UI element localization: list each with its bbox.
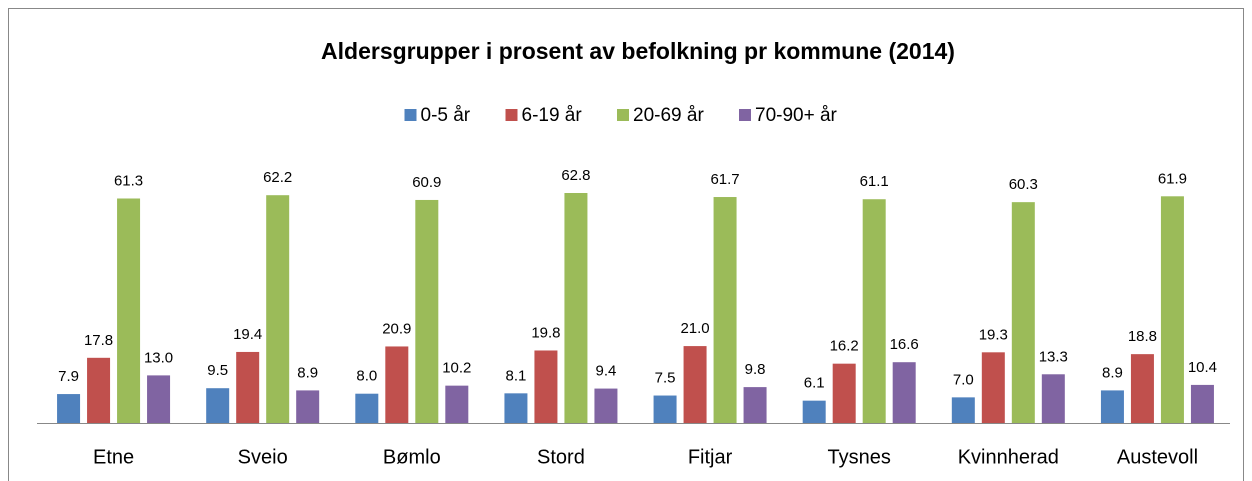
data-label: 9.5 <box>207 362 228 379</box>
bar <box>594 388 618 423</box>
data-label: 61.3 <box>114 172 143 189</box>
bar <box>802 400 826 423</box>
legend-label: 70-90+ år <box>755 105 838 126</box>
bar <box>415 199 439 423</box>
data-label: 19.8 <box>531 324 560 341</box>
legend-swatch <box>739 109 751 121</box>
bar <box>1130 354 1154 423</box>
data-label: 60.9 <box>412 174 441 191</box>
bar <box>57 394 81 423</box>
x-tick-label: Fitjar <box>688 446 733 468</box>
x-tick-label: Bømlo <box>383 446 441 468</box>
legend-swatch <box>617 109 629 121</box>
data-label: 19.4 <box>233 326 262 343</box>
bar <box>147 375 171 423</box>
data-label: 19.3 <box>979 326 1008 343</box>
bar <box>832 363 856 423</box>
legend-label: 0-5 år <box>421 105 471 126</box>
data-label: 8.0 <box>356 368 377 385</box>
data-label: 21.0 <box>680 320 709 337</box>
bar <box>445 385 469 423</box>
data-label: 9.4 <box>596 363 617 380</box>
bar <box>266 195 290 423</box>
x-tick-label: Austevoll <box>1117 446 1198 468</box>
data-label: 16.6 <box>890 336 919 353</box>
bar <box>743 387 767 423</box>
bar <box>683 346 707 423</box>
data-label: 13.0 <box>144 349 173 366</box>
bar <box>1041 374 1065 423</box>
legend-label: 20-69 år <box>633 105 704 126</box>
data-label: 10.2 <box>442 360 471 377</box>
x-tick-label: Etne <box>93 446 134 468</box>
bar <box>862 199 886 423</box>
data-label: 8.9 <box>1102 364 1123 381</box>
data-label: 7.0 <box>953 371 974 388</box>
chart-title: Aldersgrupper i prosent av befolkning pr… <box>321 38 955 64</box>
legend-swatch <box>404 109 417 121</box>
bar <box>1160 196 1184 423</box>
bar <box>385 346 409 423</box>
bar <box>355 393 379 423</box>
data-label: 8.1 <box>506 367 527 384</box>
data-label: 62.2 <box>263 169 292 186</box>
bar <box>564 193 588 423</box>
legend-label: 6-19 år <box>522 105 583 126</box>
data-label: 62.8 <box>561 167 590 184</box>
data-label: 13.3 <box>1039 348 1068 365</box>
chart-frame <box>8 8 1244 481</box>
bar <box>951 397 975 423</box>
bar <box>296 390 320 423</box>
bar <box>87 357 111 423</box>
bar <box>981 352 1005 423</box>
bar <box>1190 384 1214 423</box>
x-tick-label: Sveio <box>238 446 288 468</box>
bar <box>504 393 528 423</box>
x-tick-label: Kvinnherad <box>958 446 1059 468</box>
data-label: 7.9 <box>58 368 79 385</box>
data-label: 20.9 <box>382 320 411 337</box>
bar <box>117 198 141 423</box>
data-label: 61.7 <box>710 171 739 188</box>
bar <box>653 395 677 423</box>
data-label: 61.1 <box>860 173 889 190</box>
x-tick-label: Stord <box>537 446 585 468</box>
data-label: 17.8 <box>84 332 113 349</box>
data-label: 7.5 <box>655 370 676 387</box>
data-label: 60.3 <box>1009 176 1038 193</box>
data-label: 6.1 <box>804 375 825 392</box>
x-tick-label: Tysnes <box>828 446 891 468</box>
legend-swatch <box>505 109 518 121</box>
bar <box>1011 202 1035 423</box>
data-label: 10.4 <box>1188 359 1217 376</box>
data-label: 16.2 <box>830 338 859 355</box>
bar <box>206 388 230 423</box>
bar <box>1100 390 1124 423</box>
data-label: 8.9 <box>297 364 318 381</box>
bar <box>534 350 558 423</box>
bar <box>236 351 260 423</box>
data-label: 9.8 <box>745 361 766 378</box>
data-label: 18.8 <box>1128 328 1157 345</box>
data-label: 61.9 <box>1158 170 1187 187</box>
bar <box>892 362 916 423</box>
bar <box>713 197 737 423</box>
